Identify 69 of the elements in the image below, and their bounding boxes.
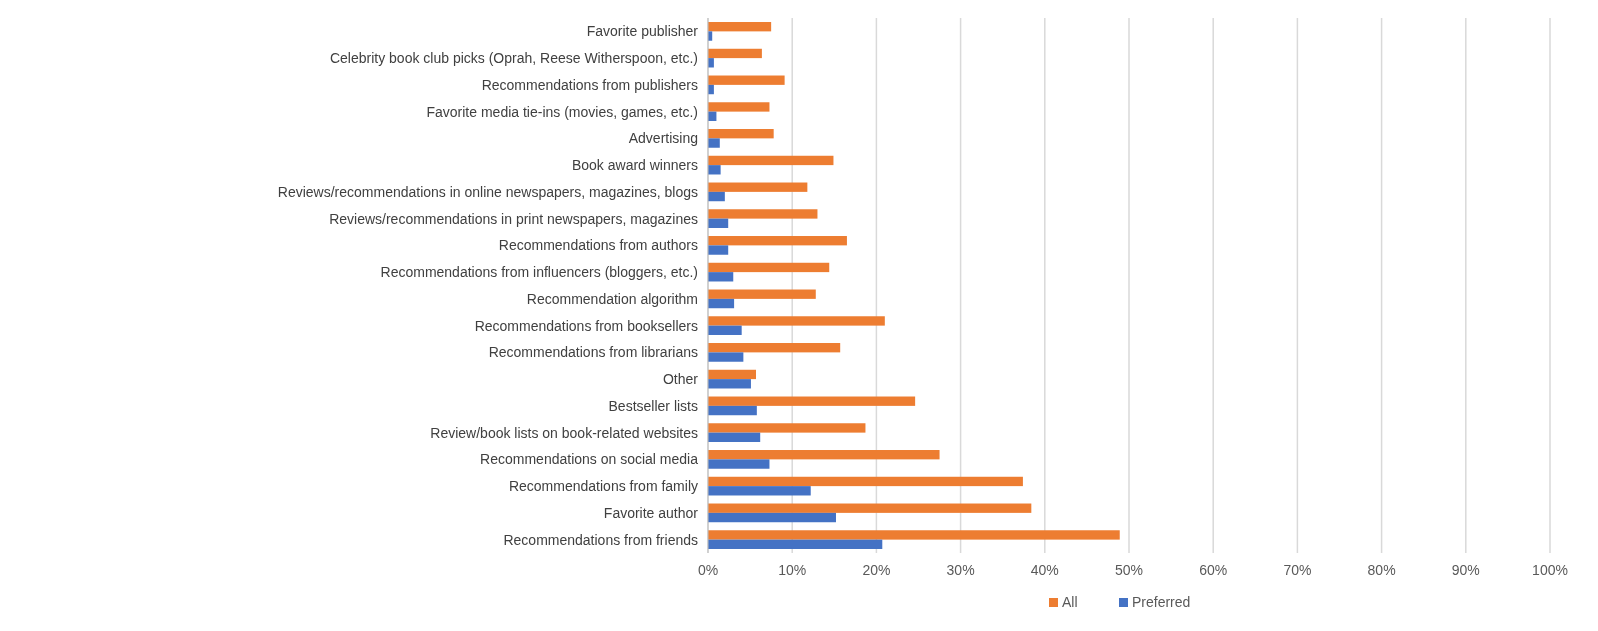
y-tick-label: Other — [662, 371, 699, 388]
y-tick-label: Recommendations from authors — [498, 237, 698, 254]
x-tick-label: 100% — [1532, 562, 1568, 578]
y-tick-label: Celebrity book club picks (Oprah, Reese Witherspoon, etc.) — [329, 50, 698, 67]
y-tick-label: Reviews/recommendations in print newspapers, magazines — [329, 210, 698, 227]
x-tick-label: 50% — [1114, 562, 1144, 578]
bar — [708, 379, 751, 389]
y-tick-label: Review/book lists on book-related websites — [430, 424, 698, 441]
y-tick-label: Recommendations from influencers (bloggers, etc.) — [380, 264, 698, 281]
legend-label: Preferred — [1132, 594, 1191, 610]
x-tick-label: 10% — [778, 562, 807, 578]
bar — [708, 165, 721, 175]
bar — [708, 289, 816, 299]
y-tick-label: Recommendations from publishers — [481, 76, 698, 93]
legend-label: All — [1062, 594, 1078, 610]
y-tick-label: Recommendations from family — [508, 478, 698, 495]
bar — [708, 272, 734, 282]
bar — [708, 75, 785, 85]
x-tick-label: 90% — [1451, 562, 1480, 578]
y-tick-label: Recommendations from librarians — [488, 344, 698, 361]
x-tick-label: 0% — [697, 562, 719, 578]
y-tick-label: Recommendations from friends — [503, 531, 698, 548]
y-tick-label: Favorite media tie-ins (movies, games, etc.) — [426, 103, 698, 120]
bar — [708, 316, 885, 326]
bar — [708, 155, 834, 166]
bar — [708, 476, 1023, 487]
y-tick-label: Book award winners — [571, 157, 698, 174]
x-tick-label: 70% — [1283, 562, 1312, 578]
bar — [708, 245, 729, 255]
bar — [708, 459, 770, 469]
bar — [708, 343, 841, 353]
x-tick-label: 40% — [1030, 562, 1059, 578]
x-tick-label: 30% — [946, 562, 975, 578]
bar — [708, 486, 811, 496]
y-tick-label: Recommendation algorithm — [526, 290, 698, 307]
y-tick-label: Favorite publisher — [586, 23, 699, 40]
bar — [708, 432, 761, 442]
bar — [708, 209, 818, 219]
bar — [708, 102, 770, 112]
x-tick-label: 20% — [862, 562, 891, 578]
bar — [708, 218, 729, 228]
x-tick-label: 80% — [1367, 562, 1396, 578]
bar — [708, 236, 847, 246]
bar — [708, 503, 1032, 513]
bar — [708, 369, 756, 380]
bar — [708, 262, 830, 273]
y-tick-label: Bestseller lists — [608, 397, 698, 414]
bar — [708, 539, 883, 549]
bar — [708, 182, 808, 192]
y-tick-label: Recommendations from booksellers — [474, 317, 698, 334]
bar — [708, 352, 744, 362]
bar — [708, 405, 757, 416]
bar — [708, 129, 774, 139]
bar — [708, 450, 940, 460]
bar — [708, 298, 735, 309]
y-tick-label: Reviews/recommendations in online newspapers, magazines, blogs — [277, 183, 698, 200]
bar — [708, 396, 916, 406]
bar — [708, 48, 762, 59]
bar — [708, 512, 836, 523]
y-tick-label: Advertising — [628, 130, 698, 147]
y-tick-label: Favorite author — [603, 504, 699, 521]
bar — [708, 530, 1120, 540]
bar — [708, 191, 725, 202]
bar — [708, 22, 772, 32]
bar — [708, 138, 720, 148]
bar — [708, 325, 742, 335]
bar — [708, 423, 866, 433]
x-tick-label: 60% — [1199, 562, 1228, 578]
y-tick-label: Recommendations on social media — [480, 451, 699, 468]
